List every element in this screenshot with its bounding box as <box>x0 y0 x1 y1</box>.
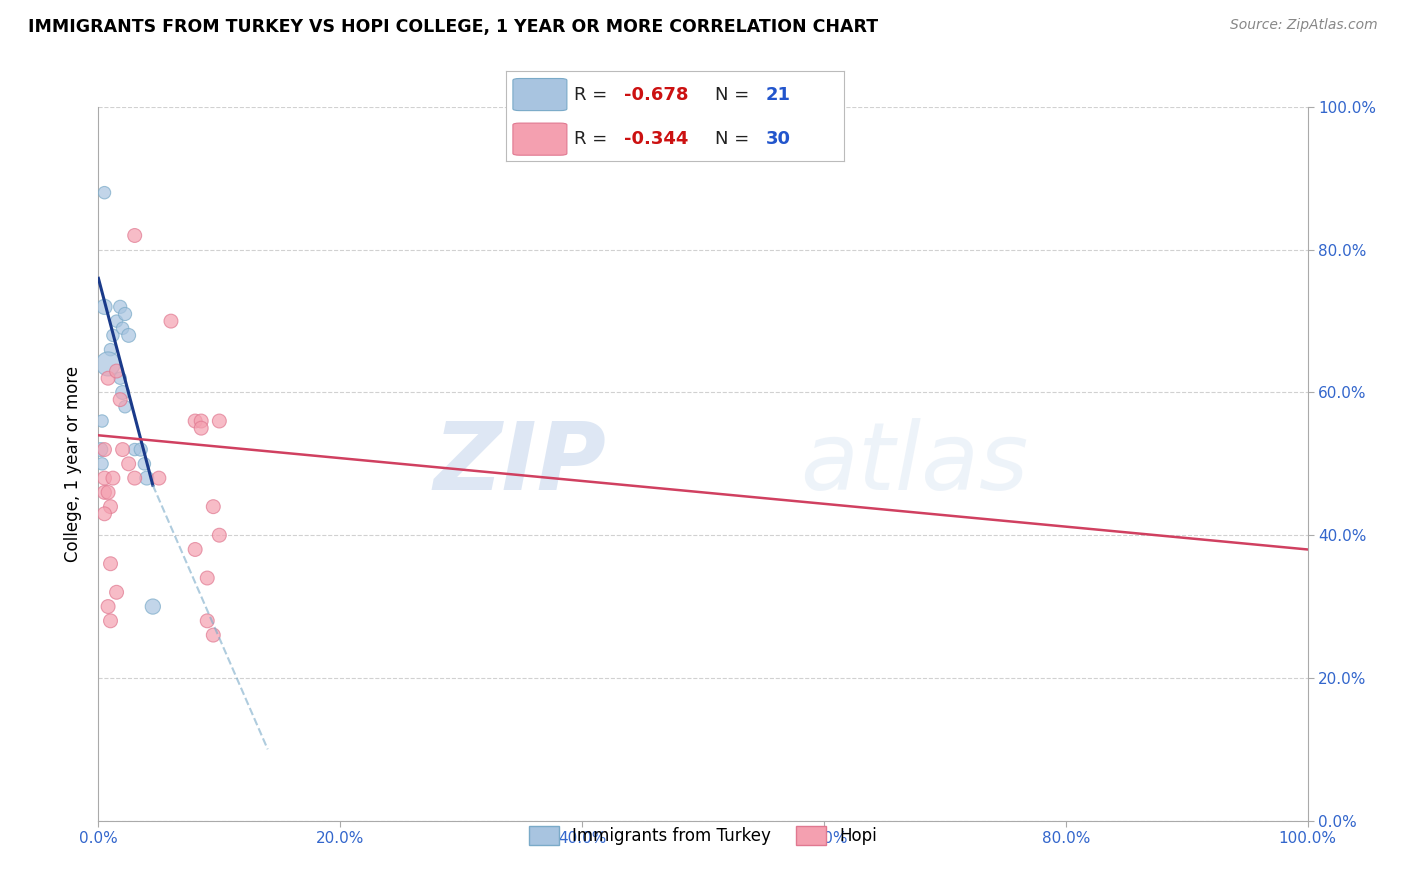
Point <box>190 414 212 428</box>
Text: R =: R = <box>574 130 613 148</box>
Point <box>118 328 141 343</box>
Point <box>195 571 218 585</box>
Point <box>118 457 141 471</box>
Point <box>160 314 183 328</box>
Point <box>100 614 122 628</box>
Text: ZIP: ZIP <box>433 417 606 510</box>
Point <box>124 471 146 485</box>
Point <box>184 542 207 557</box>
Point <box>105 585 128 599</box>
Point <box>93 485 115 500</box>
FancyBboxPatch shape <box>513 78 567 111</box>
Point <box>91 414 114 428</box>
Point <box>202 500 225 514</box>
Text: 21: 21 <box>766 86 792 103</box>
Point <box>108 392 131 407</box>
Point <box>184 414 207 428</box>
Point <box>91 457 114 471</box>
Point <box>190 421 212 435</box>
Point <box>93 300 115 314</box>
Point <box>105 364 128 378</box>
Point <box>114 400 136 414</box>
Text: R =: R = <box>574 86 613 103</box>
Point <box>108 371 131 385</box>
Point <box>124 442 146 457</box>
Text: -0.678: -0.678 <box>624 86 689 103</box>
Point <box>100 343 122 357</box>
Point <box>101 471 124 485</box>
Legend: Immigrants from Turkey, Hopi: Immigrants from Turkey, Hopi <box>522 819 884 852</box>
Point <box>100 500 122 514</box>
Text: Source: ZipAtlas.com: Source: ZipAtlas.com <box>1230 18 1378 32</box>
Point <box>100 557 122 571</box>
Text: 30: 30 <box>766 130 792 148</box>
Point <box>97 371 120 385</box>
Point <box>129 442 152 457</box>
Point <box>111 321 134 335</box>
Point <box>111 385 134 400</box>
Point <box>105 314 128 328</box>
Text: N =: N = <box>716 130 755 148</box>
Point <box>114 307 136 321</box>
Y-axis label: College, 1 year or more: College, 1 year or more <box>65 366 83 562</box>
Text: N =: N = <box>716 86 755 103</box>
Point <box>97 485 120 500</box>
Point <box>90 442 112 457</box>
Point <box>135 471 157 485</box>
Point <box>93 442 115 457</box>
Point <box>195 614 218 628</box>
Point <box>142 599 165 614</box>
Point <box>124 228 146 243</box>
Point <box>93 186 115 200</box>
Point <box>93 507 115 521</box>
Point <box>108 300 131 314</box>
Point <box>93 471 115 485</box>
Point <box>101 328 124 343</box>
FancyBboxPatch shape <box>513 123 567 155</box>
Point <box>148 471 170 485</box>
Point <box>202 628 225 642</box>
Point <box>97 357 120 371</box>
Point <box>208 528 231 542</box>
Text: -0.344: -0.344 <box>624 130 689 148</box>
Text: atlas: atlas <box>800 418 1028 509</box>
Point <box>111 442 134 457</box>
Point <box>208 414 231 428</box>
Text: IMMIGRANTS FROM TURKEY VS HOPI COLLEGE, 1 YEAR OR MORE CORRELATION CHART: IMMIGRANTS FROM TURKEY VS HOPI COLLEGE, … <box>28 18 879 36</box>
Point <box>134 457 156 471</box>
Point <box>97 599 120 614</box>
